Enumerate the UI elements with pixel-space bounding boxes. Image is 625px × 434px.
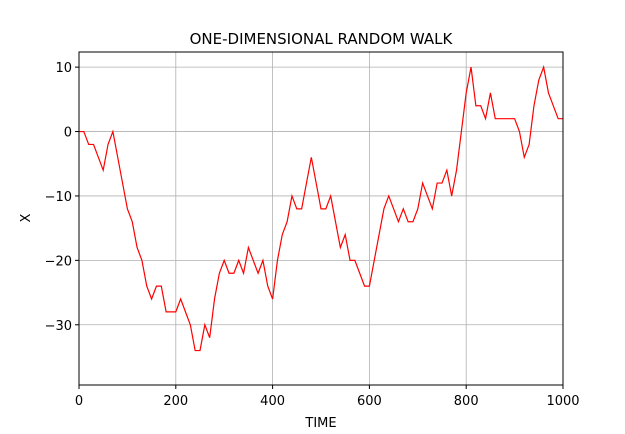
x-tick-label: 400 — [260, 394, 285, 409]
y-tick-label: 0 — [64, 126, 72, 141]
chart-title: ONE-DIMENSIONAL RANDOM WALK — [190, 30, 454, 48]
x-tick-label: 200 — [163, 394, 188, 409]
y-tick-label: −30 — [45, 319, 72, 334]
plot-frame — [78, 51, 564, 386]
x-axis-label: TIME — [304, 416, 336, 431]
y-tick-label: −20 — [45, 254, 72, 269]
x-tick-label: 800 — [454, 394, 479, 409]
x-tick-label: 0 — [75, 394, 83, 409]
line-series — [79, 64, 563, 352]
x-tick-label: 600 — [357, 394, 382, 409]
y-tick-label: −10 — [45, 190, 72, 205]
y-tick-label: 10 — [55, 61, 72, 76]
y-axis-label: X — [19, 213, 34, 222]
x-tick-label: 1000 — [546, 394, 579, 409]
